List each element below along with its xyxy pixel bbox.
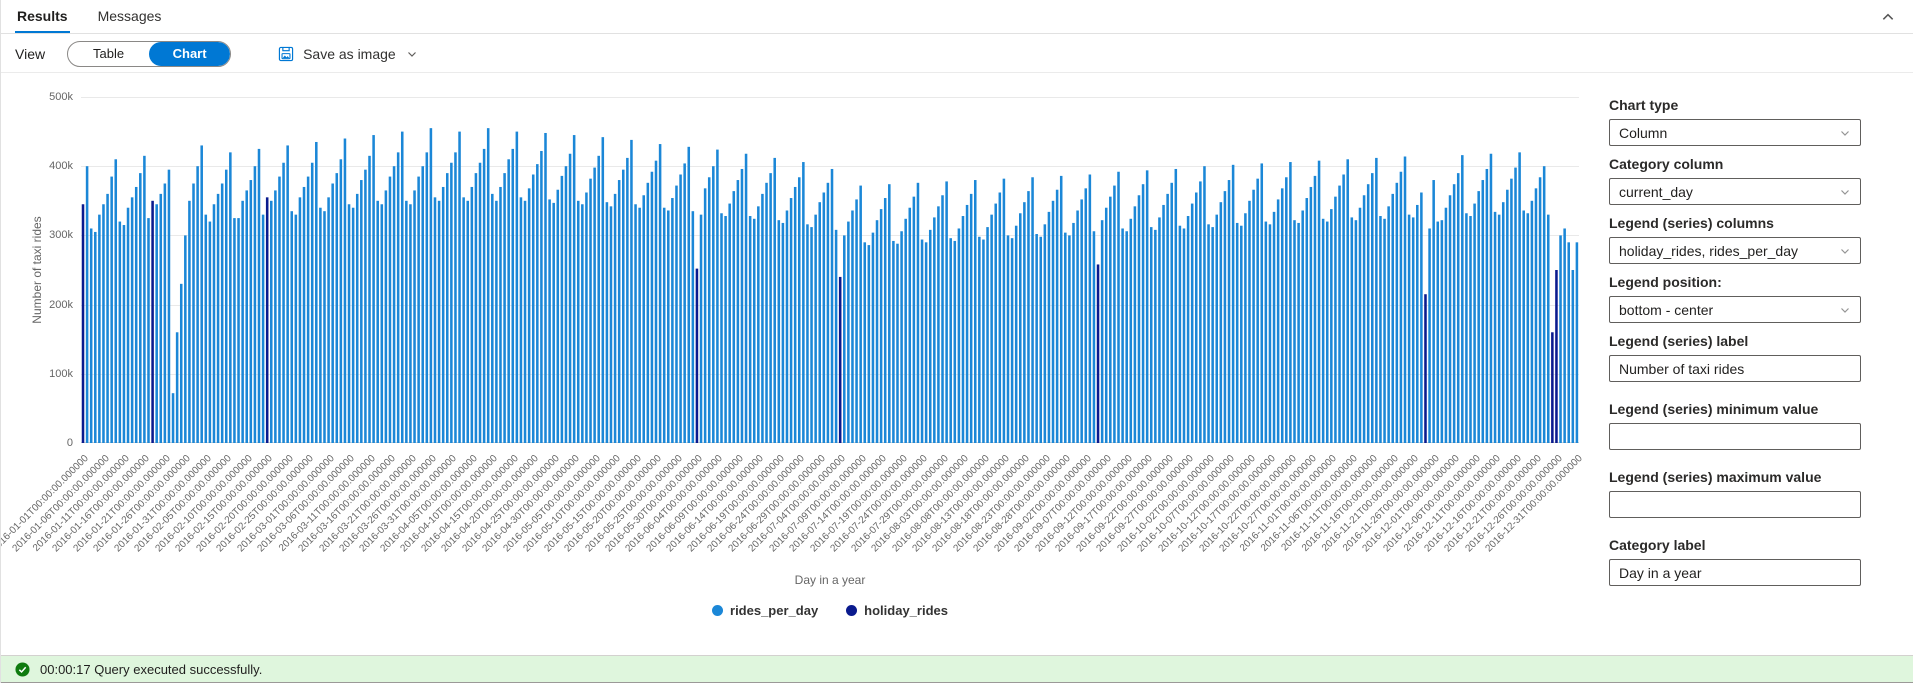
tab-results[interactable]: Results: [15, 0, 70, 33]
legend-label-field: Legend (series) label: [1609, 333, 1861, 391]
legend-position-dropdown[interactable]: bottom - center: [1609, 296, 1861, 323]
legend-item-rides_per_day[interactable]: rides_per_day: [712, 603, 818, 618]
collapse-pane-button[interactable]: [1879, 8, 1897, 26]
chart-type-field: Chart type Column: [1609, 97, 1861, 146]
category-column-dropdown[interactable]: current_day: [1609, 178, 1861, 205]
chevron-down-icon: [407, 51, 416, 57]
save-image-icon: [278, 46, 294, 61]
plot-area: [81, 97, 1579, 443]
legend-label: rides_per_day: [730, 603, 819, 618]
legend-min-input[interactable]: [1609, 423, 1861, 450]
y-axis-ticks: 0 100k 200k 300k 400k 500k: [49, 91, 73, 449]
chevron-down-icon: [1841, 248, 1849, 254]
legend-label-input[interactable]: [1609, 355, 1861, 382]
legend-columns-value: holiday_rides, rides_per_day: [1619, 242, 1798, 259]
save-as-image-button[interactable]: Save as image: [277, 45, 418, 63]
save-as-image-label: Save as image: [303, 45, 396, 62]
legend-min-label: Legend (series) minimum value: [1609, 401, 1819, 417]
chart-legend: rides_per_day holiday_rides: [712, 603, 948, 618]
legend-position-value: bottom - center: [1619, 301, 1714, 318]
legend-label: holiday_rides: [864, 603, 948, 618]
chevron-down-icon: [1841, 189, 1849, 195]
chevron-up-icon: [1882, 13, 1894, 20]
chart-bars: [81, 128, 1579, 443]
legend-marker-icon: [712, 605, 724, 616]
results-tabbar: Results Messages: [1, 0, 1913, 34]
legend-columns-field: Legend (series) columns holiday_rides, r…: [1609, 215, 1861, 264]
legend-position-label: Legend position:: [1609, 274, 1722, 290]
x-axis-ticks: 2016-01-01T00:00:00.000000 2016-01-06T00:…: [1, 453, 1585, 555]
chart-settings-panel: Chart type Column Category column curren…: [1609, 73, 1861, 605]
chart-area: Number of taxi rides 0 100k 200k 300k 400k 50…: [1, 73, 1593, 655]
view-label: View: [15, 45, 46, 62]
chevron-down-icon: [1841, 307, 1849, 313]
category-label-label: Category label: [1609, 537, 1706, 553]
chart-type-label: Chart type: [1609, 97, 1679, 113]
legend-max-label: Legend (series) maximum value: [1609, 469, 1822, 485]
chart-type-dropdown[interactable]: Column: [1609, 119, 1861, 146]
legend-columns-label: Legend (series) columns: [1609, 215, 1774, 231]
chart-view-button[interactable]: Chart: [149, 41, 231, 66]
chevron-down-icon: [1841, 130, 1849, 136]
legend-min-field: Legend (series) minimum value: [1609, 401, 1861, 459]
x-axis-title: Day in a year: [794, 573, 866, 587]
status-bar: 00:00:17 Query executed successfully.: [1, 655, 1913, 683]
category-column-field: Category column current_day: [1609, 156, 1861, 205]
tab-messages[interactable]: Messages: [96, 0, 164, 33]
view-toggle: Table Chart: [67, 40, 232, 67]
chart-type-value: Column: [1619, 124, 1668, 141]
tab-results-label: Results: [17, 7, 68, 24]
legend-columns-dropdown[interactable]: holiday_rides, rides_per_day: [1609, 237, 1861, 264]
legend-marker-icon: [846, 605, 858, 616]
legend-max-input[interactable]: [1609, 491, 1861, 518]
category-label-input[interactable]: [1609, 559, 1861, 586]
category-column-value: current_day: [1619, 183, 1693, 200]
status-message: 00:00:17 Query executed successfully.: [40, 661, 263, 677]
legend-max-field: Legend (series) maximum value: [1609, 469, 1861, 527]
legend-label-label: Legend (series) label: [1609, 333, 1749, 349]
category-label-field: Category label: [1609, 537, 1861, 595]
tab-messages-label: Messages: [97, 7, 162, 24]
chart-toolbar: View Table Chart Save as image: [1, 35, 1913, 73]
category-column-label: Category column: [1609, 156, 1724, 172]
legend-position-field: Legend position: bottom - center: [1609, 274, 1861, 323]
success-check-icon: [15, 661, 30, 677]
legend-item-holiday_rides[interactable]: holiday_rides: [846, 603, 948, 618]
table-view-button[interactable]: Table: [93, 46, 125, 61]
